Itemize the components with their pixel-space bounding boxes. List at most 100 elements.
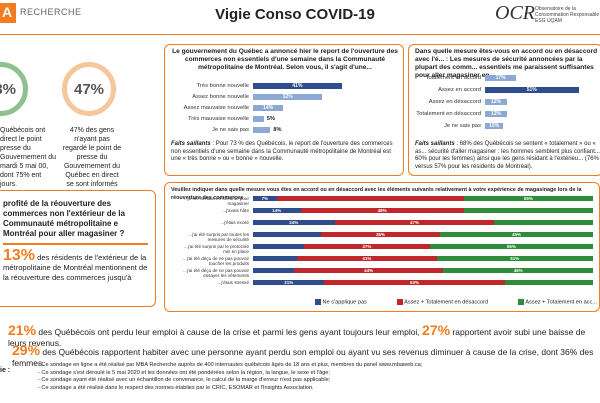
bar: 12% xyxy=(485,99,507,105)
bar-label: Je ne sais pas xyxy=(443,123,481,129)
brand-logo: A RECHERCHE xyxy=(0,0,120,28)
bar-row: Assez bonne nouvelle 32% xyxy=(171,94,399,105)
legend-swatch xyxy=(315,299,321,305)
stacked-bar: 41% 51% xyxy=(253,256,593,261)
bar-segment: 21% xyxy=(253,280,325,285)
bar xyxy=(253,127,271,133)
bar-segment xyxy=(253,256,298,261)
bar-segment xyxy=(494,220,593,225)
bar: 14% xyxy=(253,105,284,111)
row-label: ...j'ai été surpris par le protocole mis… xyxy=(184,244,249,254)
stacked-bar: 44% 45% xyxy=(253,268,593,273)
notes-label: ie : xyxy=(0,367,11,374)
legend-label: Assez + Totalement en désaccord xyxy=(402,299,489,306)
legend-item: Assez + Totalement en acc... xyxy=(518,299,597,305)
bar-label: Assez en désaccord xyxy=(428,99,481,105)
bar-segment: 53% xyxy=(324,280,505,285)
bar-row: Assez en désaccord 12% xyxy=(413,99,600,111)
stacked-bar-chart: ...je me sentais en sécurité pour magasi… xyxy=(165,196,600,296)
row-label: ...j'étais stressé xyxy=(217,280,249,285)
stat-text: rapportent avoir subi une baisse de leur… xyxy=(8,327,586,348)
bar-chart: Totalement en accord 17% Assez en accord 51… xyxy=(413,75,600,137)
legend-label: Ne s'applique pas xyxy=(321,299,367,306)
legend-swatch xyxy=(518,299,525,305)
stacked-bar: 14% 48% xyxy=(253,208,593,213)
stat-circle-informed: 47% xyxy=(62,62,116,116)
note-item: - Ce sondage en ligne a été réalisé par … xyxy=(38,362,423,368)
stat-line-household: 29% des Québécois rapportent habiter ave… xyxy=(12,342,600,368)
bar-segment: 47% xyxy=(334,220,495,225)
bar-segment xyxy=(463,208,593,213)
stat-circle-live: 63% xyxy=(0,62,28,116)
bar-segment: 51% xyxy=(436,256,593,261)
stat-percent: 21% xyxy=(8,322,37,338)
stacked-bar: 24% 47% xyxy=(253,220,593,225)
ocr-logo-subtitle: Observatoire de la Consommation Responsa… xyxy=(535,6,600,24)
stat-percent: 29% xyxy=(12,342,41,358)
bar-label: Je ne sais pas xyxy=(211,127,249,133)
legend-item: Ne s'applique pas xyxy=(315,299,367,305)
bar-segment: 41% xyxy=(297,256,437,261)
bar-segment: 44% xyxy=(293,268,444,273)
page-title: Vigie Conso COVID-19 xyxy=(215,6,375,23)
bar-value: 5% xyxy=(266,116,275,122)
bar-label: Totalement en accord xyxy=(425,75,481,81)
bar-row: Très bonne nouvelle 41% xyxy=(171,83,399,94)
note-item: - Ce sondage a été réalisé dans le respe… xyxy=(38,384,314,391)
key-findings: Faits saillants : Pour 73 % des Québécoi… xyxy=(171,141,399,164)
bar-segment: 37% xyxy=(304,244,430,249)
bar-value: 8% xyxy=(273,127,282,133)
row-label: ...j'ai été déçu de ne pas pouvoir essay… xyxy=(183,268,249,278)
panel-question: Le gouvernement du Québec a annoncé hier… xyxy=(172,48,398,71)
bar-label: Très mauvaise nouvelle xyxy=(187,116,249,122)
key-findings-label: Faits saillants xyxy=(171,141,211,147)
bar-segment xyxy=(504,280,593,285)
logo-text: RECHERCHE xyxy=(20,7,82,17)
bar-segment: 45% xyxy=(440,232,593,237)
bar-label: Assez bonne nouvelle xyxy=(192,94,249,100)
stacked-bar: 37% 55% xyxy=(253,244,593,249)
bar-row: Je ne sais pas 10% xyxy=(413,123,600,135)
panel-shopping-experience: Veuillez indiquer dans quelle mesure vou… xyxy=(164,182,600,312)
panel-question: profité de la réouverture des commerces … xyxy=(3,199,125,238)
stacked-bar: 35% 45% xyxy=(253,232,593,237)
bar-segment: 45% xyxy=(443,268,593,273)
bar-segment xyxy=(253,268,294,273)
panel-outside-montreal: profité de la réouverture des commerces … xyxy=(0,190,156,307)
note-item: - Ce sondage ayant été réalisé avec un é… xyxy=(38,377,331,383)
bar-row: Totalement en accord 17% xyxy=(413,75,600,87)
bar-segment xyxy=(253,244,304,249)
bar-segment xyxy=(253,232,321,237)
bar-segment: 55% xyxy=(463,196,593,201)
bar: 32% xyxy=(253,94,323,100)
bar-row: Très mauvaise nouvelle 5% xyxy=(171,116,399,127)
ocr-logo-text: OCR xyxy=(495,2,535,24)
bar: 12% xyxy=(485,111,507,117)
legend-swatch xyxy=(396,299,403,305)
stat-line-job-loss: 21% des Québécois ont perdu leur emploi … xyxy=(8,322,600,348)
bar: 10% xyxy=(485,123,504,129)
key-findings-label: Faits saillants xyxy=(415,141,455,147)
header-divider xyxy=(0,34,600,35)
bar-label: Assez en accord xyxy=(438,87,481,93)
logo-letter: A xyxy=(2,4,13,20)
bar-segment: 55% xyxy=(429,244,593,249)
bar-segment: 24% xyxy=(253,220,335,225)
key-findings: Faits saillants : 68% des Québécois se s… xyxy=(415,141,600,171)
bar-row: Je ne sais pas 8% xyxy=(171,127,399,138)
stat-description: des résidents de l'extérieur de la métro… xyxy=(3,253,148,282)
panel-question: Dans quelle mesure êtes-vous en accord o… xyxy=(415,48,598,79)
stat-percent: 27% xyxy=(422,322,451,338)
row-label: ...j'ai été surpris par toutes les mesur… xyxy=(188,232,249,242)
bar: 51% xyxy=(485,87,579,93)
bar-segment: 14% xyxy=(253,208,301,213)
ocr-logo: OCR Observatoire de la Consommation Resp… xyxy=(495,2,600,32)
chart-legend: Ne s'applique pas Assez + Totalement en … xyxy=(315,299,600,305)
bar-segment: 7% xyxy=(253,196,277,201)
key-findings-text: : 68% des Québécois se sentent « totalem… xyxy=(415,141,600,170)
bar-segment: 48% xyxy=(300,208,464,213)
bar-chart: Très bonne nouvelle 41% Assez bonne nouvel… xyxy=(171,83,399,139)
stacked-bar: 21% 53% xyxy=(253,280,593,285)
bar-segment: 35% xyxy=(321,232,440,237)
legend-label: Assez + Totalement en acc... xyxy=(524,299,597,306)
